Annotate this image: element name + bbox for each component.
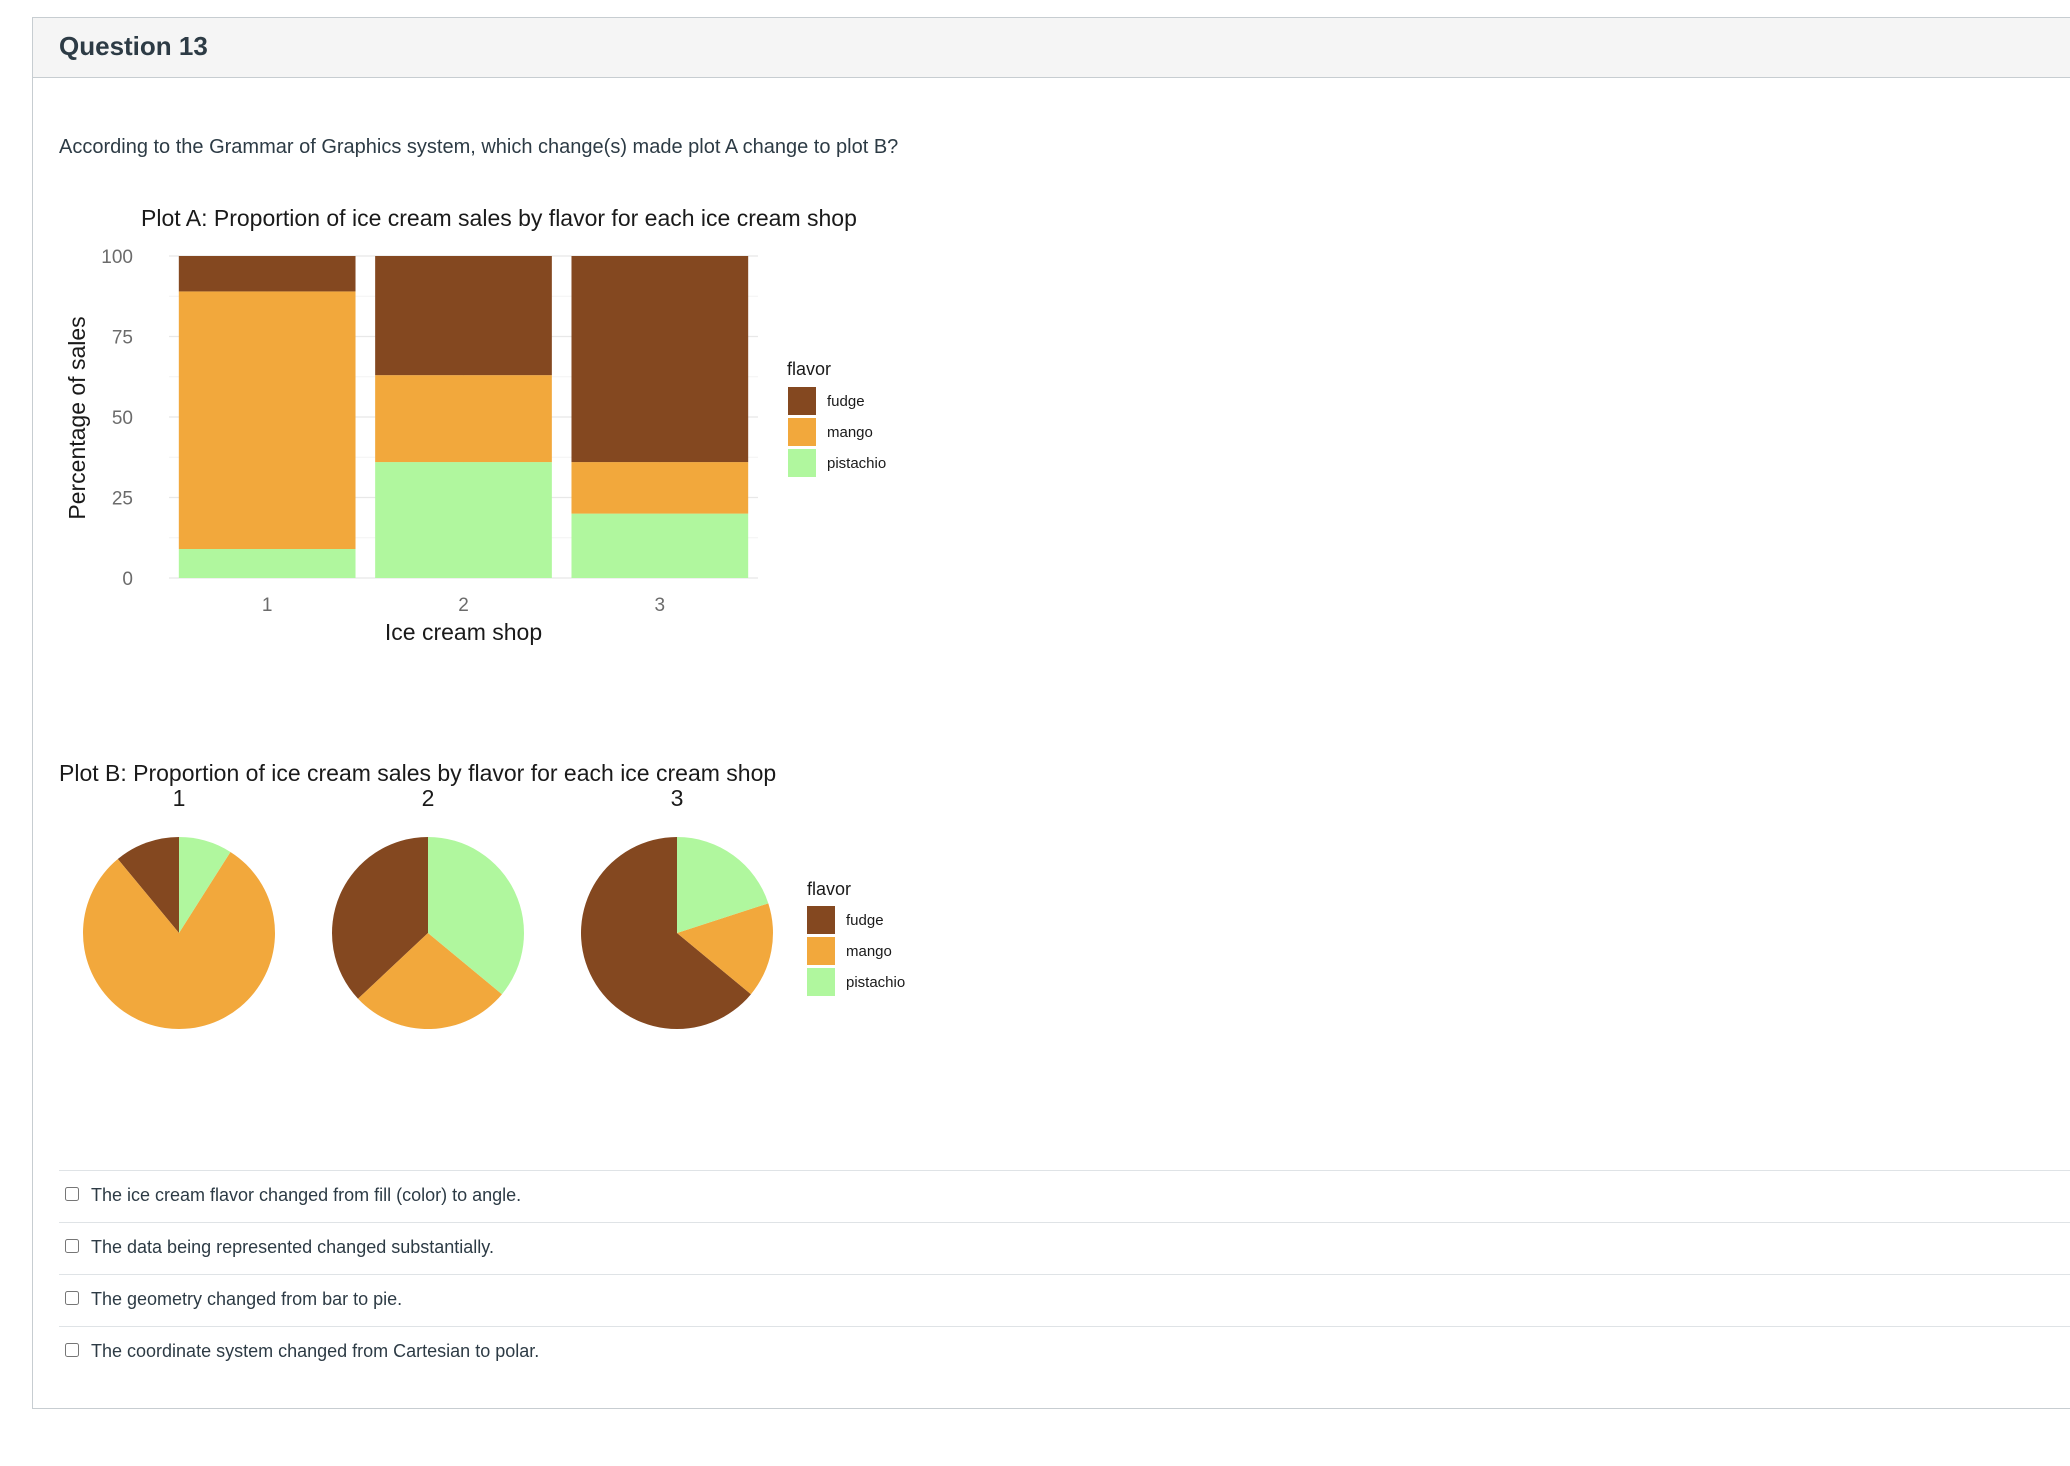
legend-label: fudge	[827, 393, 865, 410]
x-tick-label: 3	[655, 595, 666, 616]
legend-label: fudge	[846, 912, 884, 929]
y-tick-label: 0	[122, 569, 133, 590]
bar-mango-shop-1	[178, 291, 356, 550]
legend-swatch-fudge	[788, 387, 816, 415]
answer-label: The data being represented changed subst…	[91, 1237, 494, 1257]
bar-fudge-shop-3	[571, 256, 749, 463]
pie-slice-fudge-shop-1	[117, 837, 179, 933]
legend-title: flavor	[787, 359, 831, 379]
x-tick-label: 2	[458, 595, 469, 616]
pie-slice-fudge-shop-3	[581, 837, 751, 1029]
legend-swatch-fudge	[807, 906, 835, 934]
bar-fudge-shop-2	[375, 256, 552, 376]
legend-swatch-mango	[807, 937, 835, 965]
x-axis-title: Ice cream shop	[385, 619, 542, 645]
legend-title: flavor	[807, 879, 851, 899]
plot-b-title: Plot B: Proportion of ice cream sales by…	[59, 760, 776, 786]
y-tick-label: 50	[112, 408, 133, 429]
legend-label: mango	[846, 943, 892, 960]
question-title: Question 13	[59, 31, 208, 61]
answer-label: The coordinate system changed from Carte…	[91, 1341, 540, 1361]
plot-a-bar-chart: Plot A: Proportion of ice cream sales by…	[64, 205, 886, 645]
answer-option[interactable]: The ice cream flavor changed from fill (…	[59, 1170, 2070, 1222]
facet-label: 3	[671, 785, 684, 811]
y-tick-label: 25	[112, 489, 133, 510]
answer-option[interactable]: The coordinate system changed from Carte…	[59, 1326, 2070, 1378]
answer-label: The ice cream flavor changed from fill (…	[91, 1185, 522, 1205]
legend-swatch-mango	[788, 418, 816, 446]
y-axis-title: Percentage of sales	[64, 316, 90, 519]
bar-pistachio-shop-1	[178, 549, 356, 578]
pie-slice-pistachio-shop-1	[179, 837, 231, 933]
pie-slice-fudge-shop-2	[332, 837, 428, 999]
answer-label: The geometry changed from bar to pie.	[91, 1289, 403, 1309]
pie-slice-mango-shop-1	[83, 851, 276, 1029]
answer-checkbox-4[interactable]	[65, 1343, 79, 1357]
bar-fudge-shop-1	[178, 256, 356, 292]
pie-slice-pistachio-shop-2	[428, 837, 524, 995]
pie-slice-mango-shop-3	[677, 903, 773, 995]
legend-label: mango	[827, 424, 873, 441]
answer-list: The ice cream flavor changed from fill (…	[59, 1170, 2070, 1378]
answer-checkbox-3[interactable]	[65, 1291, 79, 1305]
legend-swatch-pistachio	[788, 449, 816, 477]
question-prompt: According to the Grammar of Graphics sys…	[59, 136, 899, 158]
answer-option[interactable]: The data being represented changed subst…	[59, 1222, 2070, 1274]
legend-swatch-pistachio	[807, 968, 835, 996]
question-header: Question 13	[33, 18, 2070, 78]
y-tick-label: 100	[101, 247, 133, 268]
plot-b-pie-chart: Plot B: Proportion of ice cream sales by…	[59, 760, 905, 1029]
x-tick-label: 1	[262, 595, 273, 616]
question-card: Question 13 According to the Grammar of …	[32, 17, 2070, 1409]
bar-mango-shop-3	[571, 462, 749, 514]
legend-label: pistachio	[827, 455, 886, 472]
pie-slice-mango-shop-2	[358, 933, 502, 1029]
legend-label: pistachio	[846, 974, 905, 991]
answer-option[interactable]: The geometry changed from bar to pie.	[59, 1274, 2070, 1326]
plot-a-title: Plot A: Proportion of ice cream sales by…	[141, 205, 857, 231]
facet-label: 2	[422, 785, 435, 811]
bar-pistachio-shop-2	[375, 462, 552, 578]
y-tick-label: 75	[112, 328, 133, 349]
bar-mango-shop-2	[375, 375, 552, 463]
facet-label: 1	[173, 785, 186, 811]
pie-slice-pistachio-shop-3	[677, 837, 769, 933]
bar-pistachio-shop-3	[571, 513, 749, 578]
answer-checkbox-1[interactable]	[65, 1187, 79, 1201]
answer-checkbox-2[interactable]	[65, 1239, 79, 1253]
